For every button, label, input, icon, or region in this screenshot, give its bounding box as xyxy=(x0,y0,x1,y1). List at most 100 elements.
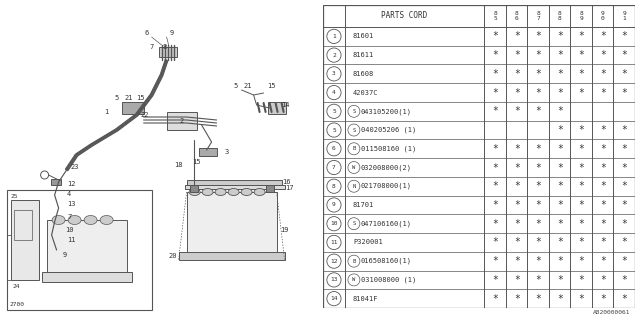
Text: 2: 2 xyxy=(332,52,336,58)
Text: 10: 10 xyxy=(330,221,338,226)
Text: 15: 15 xyxy=(193,159,201,165)
Text: N: N xyxy=(352,184,356,189)
Text: *: * xyxy=(621,69,627,79)
Text: 8
5: 8 5 xyxy=(493,11,497,21)
Text: 2: 2 xyxy=(179,118,184,124)
Text: 8: 8 xyxy=(332,184,336,189)
Text: *: * xyxy=(492,50,498,60)
Text: *: * xyxy=(621,88,627,98)
Bar xyxy=(51,179,61,185)
Text: *: * xyxy=(514,219,520,229)
Text: S: S xyxy=(352,128,356,132)
Bar xyxy=(266,185,274,192)
Text: *: * xyxy=(600,88,605,98)
Text: *: * xyxy=(600,200,605,210)
Text: *: * xyxy=(621,256,627,266)
Text: 18: 18 xyxy=(174,162,183,168)
Text: *: * xyxy=(492,219,498,229)
Bar xyxy=(268,102,285,114)
Text: *: * xyxy=(600,294,605,304)
Circle shape xyxy=(54,220,59,225)
Text: 8
9: 8 9 xyxy=(579,11,583,21)
Text: *: * xyxy=(600,125,605,135)
Text: *: * xyxy=(621,144,627,154)
Text: *: * xyxy=(557,219,563,229)
Text: 11: 11 xyxy=(67,237,76,243)
Text: *: * xyxy=(621,163,627,172)
Text: *: * xyxy=(514,163,520,172)
Text: S: S xyxy=(352,109,356,114)
Text: 21: 21 xyxy=(124,95,133,101)
Text: *: * xyxy=(492,256,498,266)
Text: *: * xyxy=(514,144,520,154)
Text: *: * xyxy=(492,181,498,191)
Text: *: * xyxy=(514,69,520,79)
Text: *: * xyxy=(600,31,605,41)
Text: 016508160(1): 016508160(1) xyxy=(361,258,412,264)
Text: *: * xyxy=(557,181,563,191)
Text: 8: 8 xyxy=(163,44,167,50)
Text: *: * xyxy=(514,181,520,191)
Text: *: * xyxy=(535,275,541,285)
Text: 5: 5 xyxy=(332,128,336,132)
Bar xyxy=(189,185,198,192)
Text: 14: 14 xyxy=(282,102,290,108)
Text: 25: 25 xyxy=(11,195,19,199)
Text: W: W xyxy=(352,277,356,283)
Text: *: * xyxy=(492,106,498,116)
Bar xyxy=(187,192,276,257)
Text: 2700: 2700 xyxy=(10,302,24,308)
Text: *: * xyxy=(535,237,541,247)
Text: *: * xyxy=(621,219,627,229)
Text: 81041F: 81041F xyxy=(353,296,378,302)
Text: *: * xyxy=(579,181,584,191)
Text: *: * xyxy=(621,294,627,304)
Text: *: * xyxy=(492,275,498,285)
Text: *: * xyxy=(557,294,563,304)
Text: 032008000(2): 032008000(2) xyxy=(361,164,412,171)
Text: 6: 6 xyxy=(332,146,336,151)
Text: *: * xyxy=(557,50,563,60)
Text: *: * xyxy=(600,275,605,285)
Bar xyxy=(179,252,285,260)
Bar xyxy=(122,102,143,114)
Text: 5: 5 xyxy=(115,95,119,101)
Text: *: * xyxy=(600,50,605,60)
Text: *: * xyxy=(535,31,541,41)
Text: 031008000 (1): 031008000 (1) xyxy=(361,277,416,283)
Text: *: * xyxy=(535,144,541,154)
Text: A820000061: A820000061 xyxy=(593,310,630,315)
Text: 1: 1 xyxy=(104,109,109,115)
Text: 7: 7 xyxy=(332,165,336,170)
Text: *: * xyxy=(557,256,563,266)
Text: *: * xyxy=(557,88,563,98)
Bar xyxy=(47,220,127,275)
Text: *: * xyxy=(557,69,563,79)
Text: 047106160(1): 047106160(1) xyxy=(361,220,412,227)
Text: *: * xyxy=(492,200,498,210)
Text: *: * xyxy=(514,237,520,247)
Text: 9: 9 xyxy=(332,203,336,207)
Text: 23: 23 xyxy=(70,164,79,170)
Text: *: * xyxy=(600,163,605,172)
Text: P320001: P320001 xyxy=(353,239,383,245)
Text: *: * xyxy=(600,237,605,247)
Text: 20: 20 xyxy=(168,253,177,259)
Text: *: * xyxy=(535,200,541,210)
Text: *: * xyxy=(492,237,498,247)
Text: *: * xyxy=(579,144,584,154)
Circle shape xyxy=(56,193,61,197)
Text: 8
8: 8 8 xyxy=(558,11,562,21)
Text: 21: 21 xyxy=(243,83,252,89)
Text: *: * xyxy=(514,106,520,116)
Text: *: * xyxy=(579,219,584,229)
Text: 043105200(1): 043105200(1) xyxy=(361,108,412,115)
Text: *: * xyxy=(557,106,563,116)
Text: *: * xyxy=(514,294,520,304)
Text: S: S xyxy=(352,221,356,226)
Text: 81601: 81601 xyxy=(353,33,374,39)
Ellipse shape xyxy=(215,188,226,196)
Ellipse shape xyxy=(202,188,213,196)
Text: *: * xyxy=(600,219,605,229)
Text: *: * xyxy=(579,31,584,41)
